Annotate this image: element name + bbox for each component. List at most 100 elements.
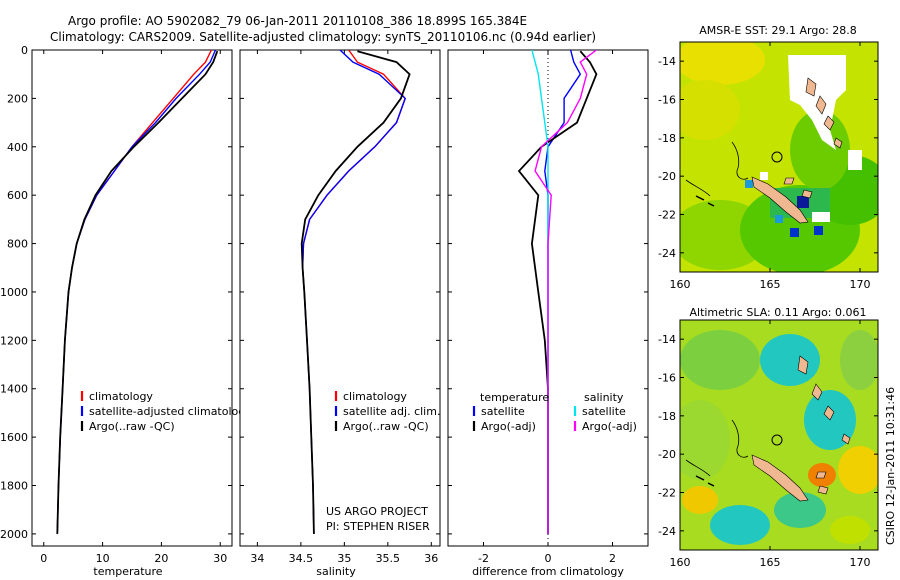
loyalty-island xyxy=(815,471,827,479)
y-tick-label: 800 xyxy=(7,238,28,251)
x-tick-label: 170 xyxy=(850,278,871,291)
y-tick-label: -24 xyxy=(658,247,676,260)
sst-missing-region xyxy=(848,150,862,170)
salinity-axes xyxy=(239,49,441,547)
temperature-y-ticks: 0 200 400 600 800 1000 1200 1400 1600 1800 2000 xyxy=(0,44,232,541)
sla-mid-patch xyxy=(680,400,730,480)
sla-low-patch xyxy=(710,505,770,545)
sst-cold-pixel xyxy=(814,226,823,235)
sst-cold-pixel xyxy=(797,196,809,208)
difference-y-ticks xyxy=(448,49,648,535)
difference-panel: -2 0 2 temperature salinitysatelliteArgo(-a… xyxy=(447,49,649,578)
pi-annotation: PI: STEPHEN RISER xyxy=(326,520,430,533)
salinity-x-label: salinity xyxy=(316,565,356,578)
x-tick-label: 0 xyxy=(40,552,47,565)
temperature-x-label: temperature xyxy=(93,565,162,578)
vanuatu-island xyxy=(811,383,823,401)
reef-outline xyxy=(695,195,715,207)
series-line xyxy=(300,50,411,534)
new-caledonia-land xyxy=(751,454,809,502)
legend-label: satellite xyxy=(481,405,525,418)
x-tick-label: 0 xyxy=(545,552,552,565)
y-tick-label: -20 xyxy=(658,448,676,461)
sla-low-patch xyxy=(774,492,826,528)
legend-label: Argo(..raw -QC) xyxy=(343,420,429,433)
temperature-legend: climatology satellite-adjusted climatolog… xyxy=(80,390,252,433)
vanuatu-island xyxy=(815,95,827,115)
sst-warm-patch xyxy=(680,42,765,85)
temperature-series xyxy=(56,50,219,534)
sla-map-panel: Altimetric SLA: 0.11 Argo: 0.061 xyxy=(658,306,879,569)
x-tick-label: 34.5 xyxy=(289,552,314,565)
sla-low-patch xyxy=(680,330,760,390)
y-tick-label: -16 xyxy=(658,372,676,385)
series-line xyxy=(534,50,597,534)
argo-float-marker xyxy=(771,434,783,446)
y-tick-label: 0 xyxy=(21,44,28,57)
y-tick-label: 2000 xyxy=(0,528,28,541)
y-tick-label: -16 xyxy=(658,94,676,107)
sla-map-axes xyxy=(679,319,879,551)
legend-label: satellite xyxy=(582,405,626,418)
legend-label: climatology xyxy=(89,390,153,403)
argo-float-marker xyxy=(771,151,783,163)
y-tick-label: 400 xyxy=(7,141,28,154)
loyalty-island xyxy=(783,177,795,185)
temperature-axes xyxy=(31,49,233,547)
x-tick-label: 20 xyxy=(154,552,168,565)
difference-legend: temperature salinitysatelliteArgo(-adj)sa… xyxy=(472,391,637,433)
figure-title-line1: Argo profile: AO 5902082_79 06-Jan-2011 … xyxy=(68,14,527,28)
x-tick-label: 34 xyxy=(250,552,264,565)
sst-missing-pixel xyxy=(812,212,830,222)
new-caledonia-land xyxy=(751,176,809,224)
y-tick-label: 1000 xyxy=(0,286,28,299)
x-tick-label: -2 xyxy=(478,552,489,565)
x-tick-label: 36 xyxy=(424,552,438,565)
x-tick-label: 165 xyxy=(760,278,781,291)
sla-map-ticks: 160 165 170 -14 -16 -18 -20 -22 -24 xyxy=(658,320,878,569)
salinity-y-ticks xyxy=(240,49,440,535)
legend-label: satellite adj. clim. xyxy=(343,405,440,418)
sla-high-patch xyxy=(838,446,878,494)
sst-cold-pixel xyxy=(775,215,783,223)
y-tick-label: 1800 xyxy=(0,480,28,493)
y-tick-label: 600 xyxy=(7,189,28,202)
y-tick-label: 1400 xyxy=(0,383,28,396)
temperature-panel: 0 200 400 600 800 1000 1200 1400 1600 1800 2000 0 1… xyxy=(0,44,252,578)
y-tick-label: -24 xyxy=(658,525,676,538)
temperature-x-ticks: 0 10 20 30 xyxy=(40,50,227,565)
sla-map-field xyxy=(680,320,878,550)
difference-series xyxy=(517,50,598,534)
x-tick-label: 2 xyxy=(609,552,616,565)
sst-map-axes xyxy=(679,41,879,273)
reef-outline xyxy=(695,475,715,487)
sst-map-panel: AMSR-E SST: 29.1 Argo: 28.8 xyxy=(658,24,879,291)
sst-cold-pixel xyxy=(790,228,799,237)
vanuatu-island xyxy=(805,77,817,97)
x-tick-label: 10 xyxy=(96,552,110,565)
csiro-timestamp: CSIRO 12-Jan-2011 10:31:46 xyxy=(884,387,897,545)
reef-outline xyxy=(731,419,749,458)
y-tick-label: -22 xyxy=(658,487,676,500)
y-tick-label: 1600 xyxy=(0,431,28,444)
x-tick-label: 35 xyxy=(337,552,351,565)
y-tick-label: -14 xyxy=(658,333,676,346)
difference-x-label: difference from climatology xyxy=(472,565,624,578)
sla-map-title: Altimetric SLA: 0.11 Argo: 0.061 xyxy=(689,306,866,319)
vanuatu-island xyxy=(833,137,843,149)
salinity-legend: climatology satellite adj. clim. Argo(..ra… xyxy=(334,390,440,433)
sst-map-title: AMSR-E SST: 29.1 Argo: 28.8 xyxy=(699,24,857,37)
x-tick-label: 165 xyxy=(760,556,781,569)
x-tick-label: 160 xyxy=(670,556,691,569)
sst-missing-region xyxy=(788,55,846,150)
sla-low-patch xyxy=(760,334,820,386)
x-tick-label: 35.5 xyxy=(376,552,401,565)
sst-map-ticks: 160 165 170 -14 -16 -18 -20 -22 -24 xyxy=(658,42,878,291)
y-tick-label: -22 xyxy=(658,209,676,222)
x-tick-label: 170 xyxy=(850,556,871,569)
y-tick-label: -18 xyxy=(658,410,676,423)
vanuatu-island xyxy=(841,433,851,445)
sst-map-field xyxy=(680,42,878,272)
reef-outline xyxy=(685,459,711,477)
